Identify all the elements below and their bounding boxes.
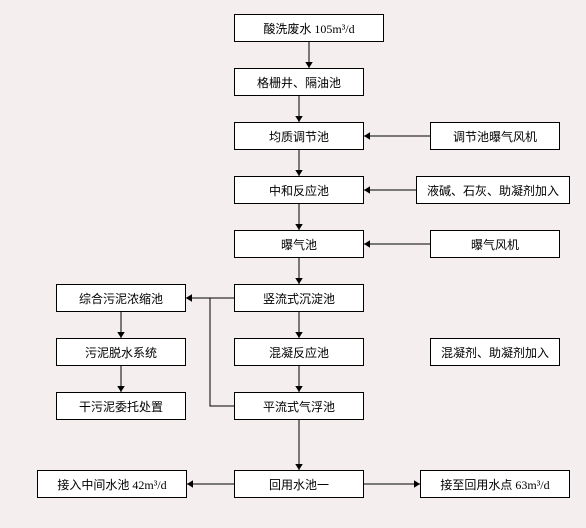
flow-node-n_dry: 干污泥委托处置 xyxy=(56,392,186,420)
flow-node-n_aer: 曝气池 xyxy=(234,230,364,258)
flowchart-canvas: 酸洗废水 105m³/d 格栅井、隔油池均质调节池 调节池曝气风机中和反应池 液碱、石… xyxy=(0,0,586,528)
flow-node-n_equal: 均质调节池 xyxy=(234,122,364,150)
flow-node-n_sed: 竖流式沉淀池 xyxy=(234,284,364,312)
flow-node-n_dewat: 污泥脱水系统 xyxy=(56,338,186,366)
flow-node-n_equal_r: 调节池曝气风机 xyxy=(430,122,560,150)
flow-node-n_coag: 混凝反应池 xyxy=(234,338,364,366)
flow-node-n_coag_r: 混凝剂、助凝剂加入 xyxy=(430,338,560,366)
flow-node-n_aer_r: 曝气风机 xyxy=(430,230,560,258)
flow-node-n_slud: 综合污泥浓缩池 xyxy=(56,284,186,312)
flow-node-n_neut_r: 液碱、石灰、助凝剂加入 xyxy=(416,176,570,204)
flow-node-n_acid: 酸洗废水 105m³/d xyxy=(234,14,384,42)
flow-node-n_reuse: 回用水池一 xyxy=(234,470,364,498)
flow-node-n_float: 平流式气浮池 xyxy=(234,392,364,420)
flow-node-n_inter: 接入中间水池 42m³/d xyxy=(37,470,187,498)
flow-node-n_outlet: 接至回用水点 63m³/d xyxy=(420,470,570,498)
flow-node-n_neut: 中和反应池 xyxy=(234,176,364,204)
flow-node-n_grate: 格栅井、隔油池 xyxy=(234,68,364,96)
